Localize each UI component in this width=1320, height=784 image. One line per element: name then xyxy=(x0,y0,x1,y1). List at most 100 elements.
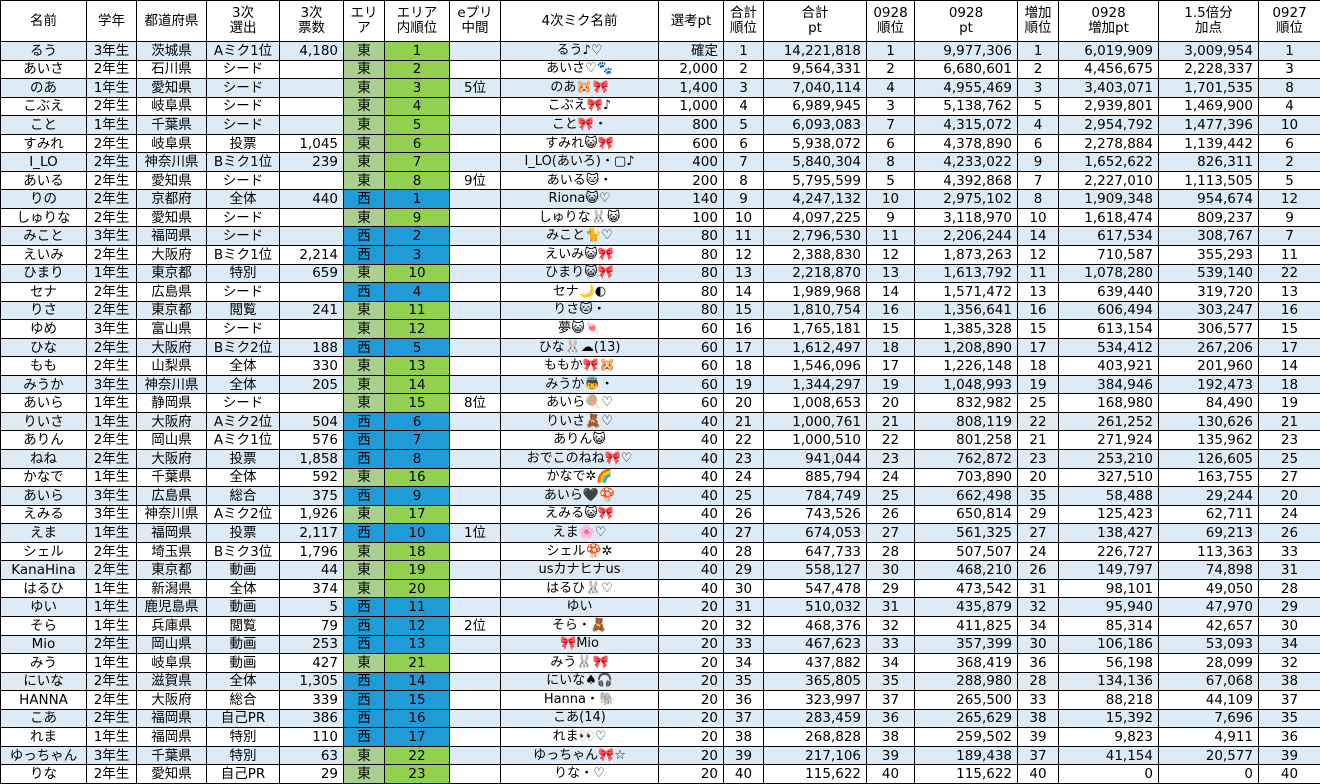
cell-grade[interactable]: 2年生 xyxy=(87,561,137,580)
cell-grade[interactable]: 2年生 xyxy=(87,171,137,190)
cell-miku4[interactable]: 🎀Mio xyxy=(501,635,659,654)
cell-grade[interactable]: 3年生 xyxy=(87,42,137,61)
cell-area-rank[interactable]: 17 xyxy=(385,728,450,747)
cell-name[interactable]: ひな xyxy=(1,338,87,357)
cell-name[interactable]: はるひ xyxy=(1,579,87,598)
cell-r0928[interactable]: 33 xyxy=(867,635,915,654)
cell-name[interactable]: Mio xyxy=(1,635,87,654)
cell-area-rank[interactable]: 3 xyxy=(385,79,450,98)
cell-pt0928[interactable]: 507,507 xyxy=(915,542,1018,561)
cell-inc-pt[interactable]: 710,587 xyxy=(1059,246,1159,265)
cell-inc-pt[interactable]: 15,392 xyxy=(1059,709,1159,728)
cell-name[interactable]: あいる xyxy=(1,171,87,190)
cell-miku4[interactable]: 夢😺🍬 xyxy=(501,320,659,339)
cell-pref[interactable]: 東京都 xyxy=(137,301,207,320)
cell-area-rank[interactable]: 2 xyxy=(385,60,450,79)
cell-total-pt[interactable]: 547,478 xyxy=(764,579,867,598)
cell-name[interactable]: I_LO xyxy=(1,153,87,172)
cell-area-rank[interactable]: 18 xyxy=(385,542,450,561)
cell-area[interactable]: 東 xyxy=(344,561,385,580)
cell-area-rank[interactable]: 9 xyxy=(385,208,450,227)
cell-r0927[interactable]: 4 xyxy=(1259,97,1320,116)
cell-name[interactable]: セナ xyxy=(1,283,87,302)
cell-pref[interactable]: 山梨県 xyxy=(137,357,207,376)
cell-inc-pt[interactable]: 41,154 xyxy=(1059,746,1159,765)
cell-area-rank[interactable]: 12 xyxy=(385,616,450,635)
cell-area[interactable]: 西 xyxy=(344,487,385,506)
cell-bonus[interactable]: 20,577 xyxy=(1159,746,1259,765)
cell-area[interactable]: 東 xyxy=(344,375,385,394)
cell-epuri[interactable] xyxy=(450,116,501,135)
cell-name[interactable]: みう xyxy=(1,654,87,673)
cell-area-rank[interactable]: 17 xyxy=(385,505,450,524)
cell-name[interactable]: ゆっちゃん xyxy=(1,746,87,765)
cell-name[interactable]: れま xyxy=(1,728,87,747)
cell-total-pt[interactable]: 941,044 xyxy=(764,450,867,469)
cell-votes3[interactable] xyxy=(280,60,344,79)
cell-epuri[interactable] xyxy=(450,728,501,747)
cell-epuri[interactable] xyxy=(450,468,501,487)
cell-pt0928[interactable]: 4,315,072 xyxy=(915,116,1018,135)
cell-inc-pt[interactable]: 3,403,071 xyxy=(1059,79,1159,98)
cell-sel3[interactable]: 総合 xyxy=(207,487,280,506)
cell-total-rank[interactable]: 40 xyxy=(724,765,764,784)
cell-grade[interactable]: 2年生 xyxy=(87,97,137,116)
cell-r0927[interactable]: 33 xyxy=(1259,542,1320,561)
cell-epuri[interactable]: 9位 xyxy=(450,171,501,190)
cell-total-rank[interactable]: 8 xyxy=(724,171,764,190)
cell-r0928[interactable]: 8 xyxy=(867,153,915,172)
cell-inc-pt[interactable]: 88,218 xyxy=(1059,691,1159,710)
cell-inc-pt[interactable]: 534,412 xyxy=(1059,338,1159,357)
cell-inc-pt[interactable]: 0 xyxy=(1059,765,1159,784)
cell-name[interactable]: かなで xyxy=(1,468,87,487)
cell-area[interactable]: 西 xyxy=(344,246,385,265)
cell-r0928[interactable]: 39 xyxy=(867,746,915,765)
cell-select-pt[interactable]: 20 xyxy=(659,728,724,747)
cell-bonus[interactable]: 130,626 xyxy=(1159,412,1259,431)
cell-sel3[interactable]: 総合 xyxy=(207,691,280,710)
cell-area-rank[interactable]: 5 xyxy=(385,116,450,135)
cell-total-rank[interactable]: 23 xyxy=(724,450,764,469)
cell-r0927[interactable]: 24 xyxy=(1259,505,1320,524)
cell-r0928[interactable]: 29 xyxy=(867,579,915,598)
cell-miku4[interactable]: ゆい xyxy=(501,598,659,617)
cell-epuri[interactable]: 8位 xyxy=(450,394,501,413)
cell-total-rank[interactable]: 29 xyxy=(724,561,764,580)
cell-inc-pt[interactable]: 1,078,280 xyxy=(1059,264,1159,283)
cell-total-rank[interactable]: 28 xyxy=(724,542,764,561)
cell-bonus[interactable]: 954,674 xyxy=(1159,190,1259,209)
cell-bonus[interactable]: 0 xyxy=(1159,765,1259,784)
cell-inc-rank[interactable]: 11 xyxy=(1018,264,1059,283)
cell-select-pt[interactable]: 600 xyxy=(659,134,724,153)
cell-select-pt[interactable]: 1,400 xyxy=(659,79,724,98)
cell-inc-pt[interactable]: 617,534 xyxy=(1059,227,1159,246)
cell-select-pt[interactable]: 200 xyxy=(659,171,724,190)
cell-select-pt[interactable]: 60 xyxy=(659,357,724,376)
cell-epuri[interactable] xyxy=(450,153,501,172)
cell-r0928[interactable]: 36 xyxy=(867,709,915,728)
cell-bonus[interactable]: 539,140 xyxy=(1159,264,1259,283)
cell-area[interactable]: 西 xyxy=(344,283,385,302)
cell-r0927[interactable]: 36 xyxy=(1259,728,1320,747)
cell-pt0928[interactable]: 832,982 xyxy=(915,394,1018,413)
cell-area[interactable]: 東 xyxy=(344,79,385,98)
cell-pt0928[interactable]: 5,138,762 xyxy=(915,97,1018,116)
cell-area-rank[interactable]: 9 xyxy=(385,487,450,506)
cell-bonus[interactable]: 4,911 xyxy=(1159,728,1259,747)
cell-inc-rank[interactable]: 15 xyxy=(1018,320,1059,339)
cell-select-pt[interactable]: 60 xyxy=(659,320,724,339)
cell-votes3[interactable]: 659 xyxy=(280,264,344,283)
cell-area-rank[interactable]: 6 xyxy=(385,412,450,431)
cell-area[interactable]: 東 xyxy=(344,320,385,339)
cell-total-rank[interactable]: 24 xyxy=(724,468,764,487)
cell-total-rank[interactable]: 13 xyxy=(724,264,764,283)
cell-pref[interactable]: 滋賀県 xyxy=(137,672,207,691)
cell-r0927[interactable]: 27 xyxy=(1259,468,1320,487)
cell-inc-pt[interactable]: 261,252 xyxy=(1059,412,1159,431)
cell-inc-pt[interactable]: 403,921 xyxy=(1059,357,1159,376)
cell-votes3[interactable]: 44 xyxy=(280,561,344,580)
cell-total-rank[interactable]: 34 xyxy=(724,654,764,673)
cell-area-rank[interactable]: 13 xyxy=(385,635,450,654)
cell-inc-rank[interactable]: 29 xyxy=(1018,505,1059,524)
cell-area[interactable]: 東 xyxy=(344,579,385,598)
